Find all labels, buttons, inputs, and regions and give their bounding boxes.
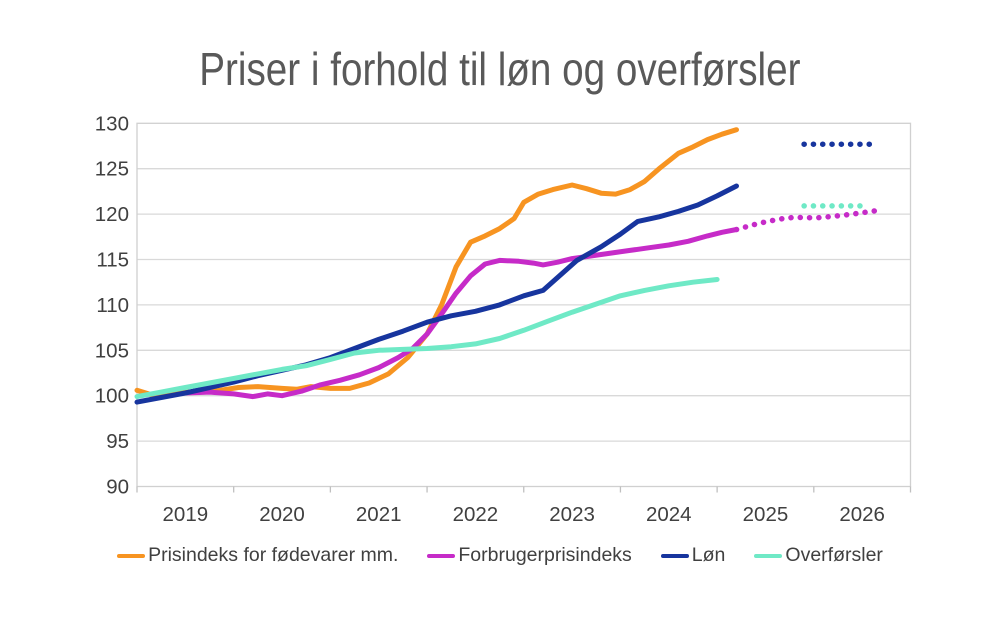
legend-label-loen: Løn bbox=[691, 544, 726, 566]
y-tick-label: 115 bbox=[96, 249, 129, 272]
y-tick-label: 90 bbox=[106, 476, 129, 499]
y-tick-label: 100 bbox=[95, 385, 129, 408]
legend-item-loen: Løn bbox=[660, 544, 726, 567]
y-tick-label: 95 bbox=[106, 430, 129, 453]
chart-title-text: Priser i forhold til løn og overførsler bbox=[199, 43, 801, 95]
series-forecast-dots-Forbrugerprisindeks bbox=[733, 207, 883, 233]
legend-label-overfoersler: Overførsler bbox=[785, 544, 883, 566]
x-tick-label: 2021 bbox=[356, 503, 402, 526]
series-line-Overførsler bbox=[134, 277, 720, 400]
y-tick-label: 110 bbox=[96, 294, 129, 317]
legend: Prisindeks for fødevarer mm. Forbrugerpr… bbox=[0, 544, 1000, 567]
legend-label-forbrugerprisindeks: Forbrugerprisindeks bbox=[458, 544, 632, 566]
x-tick-label: 2023 bbox=[549, 503, 595, 526]
x-tick-label: 2024 bbox=[646, 503, 692, 526]
y-tick-label: 105 bbox=[95, 339, 129, 362]
x-tick-label: 2025 bbox=[743, 503, 789, 526]
legend-swatch-forbrugerprisindeks bbox=[427, 553, 456, 558]
y-tick-label: 130 bbox=[95, 112, 129, 135]
legend-label-prisindeks-foedevarer: Prisindeks for fødevarer mm. bbox=[148, 544, 399, 566]
y-tick-label: 120 bbox=[95, 203, 129, 226]
x-tick-label: 2026 bbox=[839, 503, 885, 526]
x-tick-label: 2020 bbox=[259, 503, 305, 526]
series-line-Prisindeks for fødevarer mm. bbox=[134, 127, 739, 398]
legend-item-overfoersler: Overførsler bbox=[754, 544, 883, 567]
x-tick-label: 2022 bbox=[453, 503, 499, 526]
y-tick-label: 125 bbox=[95, 158, 129, 181]
x-tick-label: 2019 bbox=[163, 503, 209, 526]
legend-swatch-overfoersler bbox=[754, 553, 783, 558]
series-line-Forbrugerprisindeks bbox=[182, 227, 739, 400]
legend-swatch-prisindeks-foedevarer bbox=[117, 553, 146, 558]
chart-title: Priser i forhold til løn og overførsler bbox=[0, 44, 1000, 95]
legend-item-prisindeks-foedevarer: Prisindeks for fødevarer mm. bbox=[117, 544, 398, 567]
legend-item-forbrugerprisindeks: Forbrugerprisindeks bbox=[427, 544, 632, 567]
series-line-Løn bbox=[134, 183, 739, 405]
legend-swatch-loen bbox=[660, 553, 689, 558]
